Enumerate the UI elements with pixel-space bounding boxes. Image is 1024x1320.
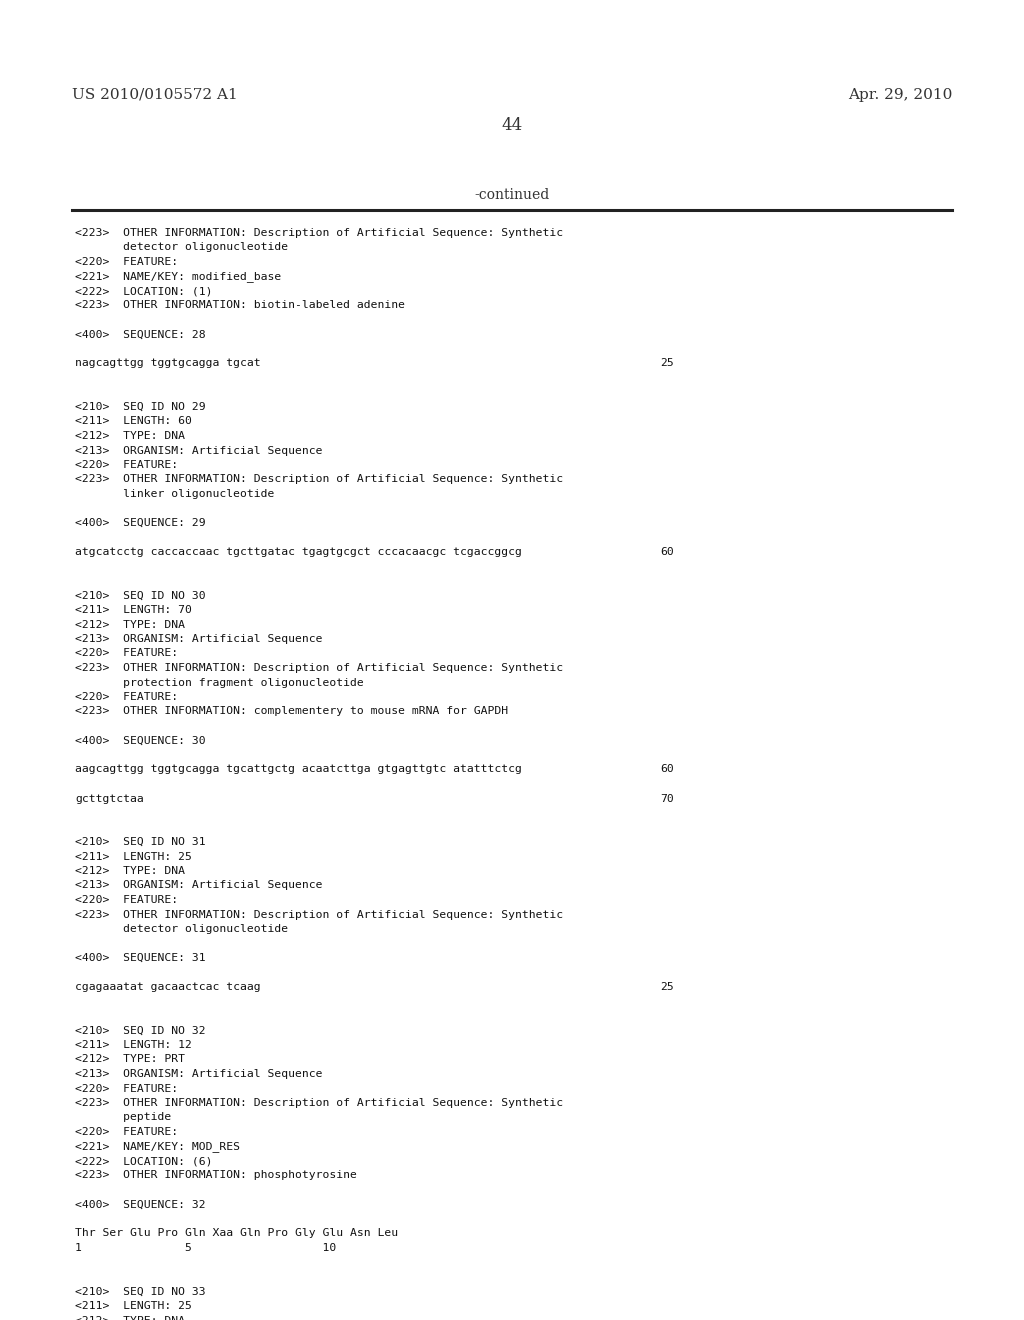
Text: cgagaaatat gacaactcac tcaag: cgagaaatat gacaactcac tcaag [75, 982, 261, 993]
Text: <211>  LENGTH: 25: <211> LENGTH: 25 [75, 1302, 191, 1311]
Text: <223>  OTHER INFORMATION: Description of Artificial Sequence: Synthetic: <223> OTHER INFORMATION: Description of … [75, 1098, 563, 1107]
Text: atgcatcctg caccaccaac tgcttgatac tgagtgcgct cccacaacgc tcgaccggcg: atgcatcctg caccaccaac tgcttgatac tgagtgc… [75, 546, 522, 557]
Text: 60: 60 [660, 764, 674, 775]
Text: <213>  ORGANISM: Artificial Sequence: <213> ORGANISM: Artificial Sequence [75, 1069, 323, 1078]
Text: <212>  TYPE: DNA: <212> TYPE: DNA [75, 432, 185, 441]
Text: peptide: peptide [75, 1113, 171, 1122]
Text: <211>  LENGTH: 60: <211> LENGTH: 60 [75, 417, 191, 426]
Text: <222>  LOCATION: (6): <222> LOCATION: (6) [75, 1156, 213, 1166]
Text: <211>  LENGTH: 12: <211> LENGTH: 12 [75, 1040, 191, 1049]
Text: <210>  SEQ ID NO 30: <210> SEQ ID NO 30 [75, 590, 206, 601]
Text: <223>  OTHER INFORMATION: Description of Artificial Sequence: Synthetic: <223> OTHER INFORMATION: Description of … [75, 909, 563, 920]
Text: <210>  SEQ ID NO 29: <210> SEQ ID NO 29 [75, 403, 206, 412]
Text: <220>  FEATURE:: <220> FEATURE: [75, 459, 178, 470]
Text: <210>  SEQ ID NO 31: <210> SEQ ID NO 31 [75, 837, 206, 847]
Text: <210>  SEQ ID NO 32: <210> SEQ ID NO 32 [75, 1026, 206, 1035]
Text: <220>  FEATURE:: <220> FEATURE: [75, 257, 178, 267]
Text: Thr Ser Glu Pro Gln Xaa Gln Pro Gly Glu Asn Leu: Thr Ser Glu Pro Gln Xaa Gln Pro Gly Glu … [75, 1229, 398, 1238]
Text: <212>  TYPE: PRT: <212> TYPE: PRT [75, 1055, 185, 1064]
Text: <211>  LENGTH: 25: <211> LENGTH: 25 [75, 851, 191, 862]
Text: 60: 60 [660, 546, 674, 557]
Text: <400>  SEQUENCE: 31: <400> SEQUENCE: 31 [75, 953, 206, 964]
Text: detector oligonucleotide: detector oligonucleotide [75, 243, 288, 252]
Text: <223>  OTHER INFORMATION: Description of Artificial Sequence: Synthetic: <223> OTHER INFORMATION: Description of … [75, 228, 563, 238]
Text: 44: 44 [502, 116, 522, 133]
Text: <400>  SEQUENCE: 30: <400> SEQUENCE: 30 [75, 735, 206, 746]
Text: protection fragment oligonucleotide: protection fragment oligonucleotide [75, 677, 364, 688]
Text: <223>  OTHER INFORMATION: complementery to mouse mRNA for GAPDH: <223> OTHER INFORMATION: complementery t… [75, 706, 508, 717]
Text: <212>  TYPE: DNA: <212> TYPE: DNA [75, 619, 185, 630]
Text: <223>  OTHER INFORMATION: biotin-labeled adenine: <223> OTHER INFORMATION: biotin-labeled … [75, 301, 406, 310]
Text: <220>  FEATURE:: <220> FEATURE: [75, 648, 178, 659]
Text: gcttgtctaa: gcttgtctaa [75, 793, 143, 804]
Text: <223>  OTHER INFORMATION: Description of Artificial Sequence: Synthetic: <223> OTHER INFORMATION: Description of … [75, 663, 563, 673]
Text: <220>  FEATURE:: <220> FEATURE: [75, 1127, 178, 1137]
Text: nagcagttgg tggtgcagga tgcat: nagcagttgg tggtgcagga tgcat [75, 359, 261, 368]
Text: <221>  NAME/KEY: modified_base: <221> NAME/KEY: modified_base [75, 272, 282, 282]
Text: 25: 25 [660, 982, 674, 993]
Text: <212>  TYPE: DNA: <212> TYPE: DNA [75, 866, 185, 876]
Text: -continued: -continued [474, 187, 550, 202]
Text: <222>  LOCATION: (1): <222> LOCATION: (1) [75, 286, 213, 296]
Text: aagcagttgg tggtgcagga tgcattgctg acaatcttga gtgagttgtc atatttctcg: aagcagttgg tggtgcagga tgcattgctg acaatct… [75, 764, 522, 775]
Text: <220>  FEATURE:: <220> FEATURE: [75, 692, 178, 702]
Text: <220>  FEATURE:: <220> FEATURE: [75, 895, 178, 906]
Text: linker oligonucleotide: linker oligonucleotide [75, 488, 274, 499]
Text: <210>  SEQ ID NO 33: <210> SEQ ID NO 33 [75, 1287, 206, 1296]
Text: <223>  OTHER INFORMATION: phosphotyrosine: <223> OTHER INFORMATION: phosphotyrosine [75, 1171, 357, 1180]
Text: <213>  ORGANISM: Artificial Sequence: <213> ORGANISM: Artificial Sequence [75, 446, 323, 455]
Text: <220>  FEATURE:: <220> FEATURE: [75, 1084, 178, 1093]
Text: <211>  LENGTH: 70: <211> LENGTH: 70 [75, 605, 191, 615]
Text: <400>  SEQUENCE: 28: <400> SEQUENCE: 28 [75, 330, 206, 339]
Text: <400>  SEQUENCE: 32: <400> SEQUENCE: 32 [75, 1200, 206, 1209]
Text: Apr. 29, 2010: Apr. 29, 2010 [848, 88, 952, 102]
Text: US 2010/0105572 A1: US 2010/0105572 A1 [72, 88, 238, 102]
Text: <212>  TYPE: DNA: <212> TYPE: DNA [75, 1316, 185, 1320]
Text: <400>  SEQUENCE: 29: <400> SEQUENCE: 29 [75, 517, 206, 528]
Text: 25: 25 [660, 359, 674, 368]
Text: detector oligonucleotide: detector oligonucleotide [75, 924, 288, 935]
Text: 70: 70 [660, 793, 674, 804]
Text: <213>  ORGANISM: Artificial Sequence: <213> ORGANISM: Artificial Sequence [75, 634, 323, 644]
Text: <223>  OTHER INFORMATION: Description of Artificial Sequence: Synthetic: <223> OTHER INFORMATION: Description of … [75, 474, 563, 484]
Text: <221>  NAME/KEY: MOD_RES: <221> NAME/KEY: MOD_RES [75, 1142, 240, 1152]
Text: 1               5                   10: 1 5 10 [75, 1243, 336, 1253]
Text: <213>  ORGANISM: Artificial Sequence: <213> ORGANISM: Artificial Sequence [75, 880, 323, 891]
